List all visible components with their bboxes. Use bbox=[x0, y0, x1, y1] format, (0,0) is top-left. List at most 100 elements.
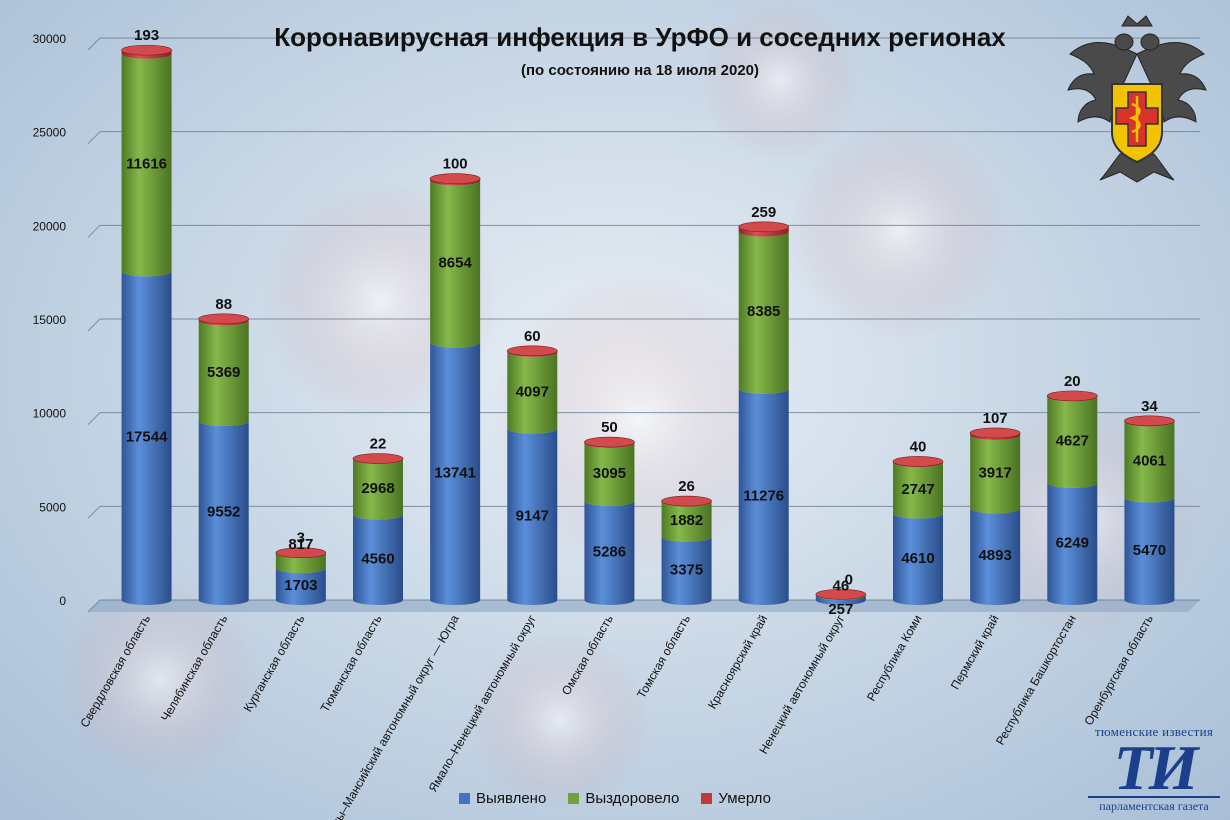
x-category-label: Республика Башкортостан bbox=[993, 613, 1079, 748]
bar-top-cap bbox=[352, 453, 404, 464]
legend-label-died: Умерло bbox=[718, 790, 771, 807]
y-tick-label: 5000 bbox=[39, 500, 66, 514]
x-category-label: Ненецкий автономный округ bbox=[756, 612, 847, 756]
gridline-depth bbox=[87, 412, 101, 426]
data-label-recovered: 11616 bbox=[126, 156, 167, 173]
bar-top-cap bbox=[815, 589, 867, 600]
legend-label-detected: Выявлено bbox=[476, 790, 547, 807]
gridline-depth bbox=[87, 37, 101, 51]
data-label-died: 22 bbox=[370, 436, 387, 453]
logo-top-text: тюменские известия bbox=[1094, 724, 1214, 739]
gridline-depth bbox=[87, 318, 101, 332]
data-label-detected: 11276 bbox=[743, 487, 784, 504]
bar-stack: 6249 4627 20 bbox=[1046, 373, 1098, 605]
data-label-detected: 9552 bbox=[207, 504, 240, 521]
bar-segment-detected bbox=[738, 388, 789, 605]
bar-top-cap bbox=[429, 173, 481, 184]
data-label-recovered: 5369 bbox=[207, 364, 240, 381]
plot-floor-plane bbox=[88, 600, 1200, 612]
data-label-detected: 9147 bbox=[516, 507, 549, 524]
data-label-died: 26 bbox=[678, 478, 695, 495]
bar-top-cap bbox=[584, 436, 635, 448]
data-label-recovered: 3917 bbox=[978, 465, 1011, 482]
bar-segment-recovered bbox=[738, 231, 789, 394]
data-label-recovered: 4061 bbox=[1133, 452, 1166, 469]
data-label-died: 100 bbox=[443, 156, 468, 173]
rospotrebnadzor-emblem-icon bbox=[1067, 15, 1207, 183]
data-label-recovered: 4097 bbox=[516, 383, 549, 400]
bar-top-cap bbox=[198, 313, 250, 325]
bar-stack: 5470 4061 34 bbox=[1124, 398, 1175, 605]
legend-item-recovered: Выздоровело bbox=[568, 790, 679, 807]
chart-subtitle: (по состоянию на 18 июля 2020) bbox=[520, 62, 760, 79]
bar-top-cap bbox=[661, 495, 712, 507]
y-tick-label: 10000 bbox=[33, 407, 67, 421]
data-label-detected: 17544 bbox=[126, 429, 168, 446]
data-label-died: 88 bbox=[215, 296, 232, 313]
x-category-label: Пермский край bbox=[948, 612, 1002, 691]
bar-segment-recovered bbox=[1047, 396, 1098, 488]
y-tick-label: 0 bbox=[59, 594, 66, 608]
bar-segment-detected bbox=[893, 513, 943, 605]
gridline-depth bbox=[87, 505, 101, 519]
bar-stack: 9147 4097 60 bbox=[506, 328, 558, 605]
bar-segment-detected bbox=[1047, 482, 1098, 605]
data-label-died: 107 bbox=[983, 410, 1008, 427]
data-label-detected: 6249 bbox=[1056, 534, 1089, 551]
bar-segment-died bbox=[970, 432, 1021, 440]
bar-stack: 257 460 bbox=[815, 571, 867, 618]
data-label-recovered: 8385 bbox=[747, 303, 780, 320]
legend: Выявлено Выздоровело Умерло bbox=[0, 790, 1230, 807]
y-axis: 0 5000 10000 15000 20000 25000 30000 bbox=[33, 32, 67, 608]
legend-item-detected: Выявлено bbox=[459, 790, 546, 807]
bar-stack: 5286 3095 50 bbox=[584, 419, 635, 605]
bar-top-cap bbox=[1046, 390, 1098, 402]
bar-segment-detected bbox=[970, 508, 1021, 605]
bar-segment-detected bbox=[121, 271, 172, 605]
gridline-depth bbox=[87, 224, 101, 238]
data-label-detected: 4560 bbox=[361, 550, 394, 567]
bar-top-cap bbox=[1124, 415, 1175, 427]
bar-stack: 9552 5369 88 bbox=[198, 296, 250, 605]
bar-segment-detected bbox=[430, 342, 481, 605]
y-tick-label: 30000 bbox=[33, 32, 67, 46]
data-label-recovered: 2968 bbox=[361, 480, 394, 497]
x-category-label: Красноярский край bbox=[705, 613, 770, 712]
data-label-died: 193 bbox=[134, 27, 159, 44]
data-label-died: 20 bbox=[1064, 373, 1081, 390]
bar-stack: 4610 2747 40 bbox=[892, 438, 944, 605]
logo-bottom-text: парламентская газета bbox=[1088, 796, 1220, 814]
bar-top-cap bbox=[892, 456, 944, 467]
y-tick-label: 15000 bbox=[33, 313, 67, 327]
bar-segment-detected bbox=[1124, 497, 1175, 605]
logo-monogram: ТИ bbox=[1113, 732, 1199, 803]
bar-segment-died bbox=[430, 178, 481, 186]
data-label-died: 50 bbox=[601, 419, 618, 436]
newspaper-logo: тюменские известия ТИ парламентская газе… bbox=[1088, 724, 1220, 814]
bar-segment-recovered bbox=[893, 462, 943, 519]
data-label-died: 0 bbox=[845, 571, 853, 588]
bar-segment-detected bbox=[584, 500, 635, 605]
gridline-depth bbox=[87, 131, 101, 145]
legend-swatch-recovered bbox=[568, 793, 580, 804]
data-label-recovered: 4627 bbox=[1056, 433, 1089, 450]
bar-stack: 4560 2968 22 bbox=[352, 436, 404, 605]
data-label-recovered: 46 bbox=[833, 577, 850, 594]
bar-segment-detected bbox=[815, 595, 866, 605]
y-tick-label: 25000 bbox=[33, 126, 67, 140]
x-category-label: Республика Коми bbox=[864, 613, 925, 704]
bar-segment-detected bbox=[507, 428, 558, 605]
bar-top-cap bbox=[275, 547, 327, 559]
bar-top-cap bbox=[969, 427, 1021, 439]
bar-top-cap bbox=[738, 221, 790, 233]
bar-segment-recovered bbox=[584, 442, 635, 506]
bar-segment-detected bbox=[661, 536, 712, 605]
data-label-detected: 13741 bbox=[434, 464, 476, 481]
bar-segment-detected bbox=[353, 514, 403, 605]
data-label-detected: 5286 bbox=[593, 543, 626, 560]
legend-item-died: Умерло bbox=[701, 790, 771, 807]
bar-stack: 4893 3917 107 bbox=[969, 410, 1021, 605]
bar-stack: 17544 11616 193 bbox=[121, 27, 172, 605]
